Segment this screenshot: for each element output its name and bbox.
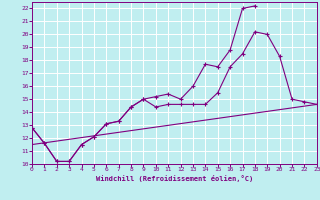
X-axis label: Windchill (Refroidissement éolien,°C): Windchill (Refroidissement éolien,°C) — [96, 175, 253, 182]
